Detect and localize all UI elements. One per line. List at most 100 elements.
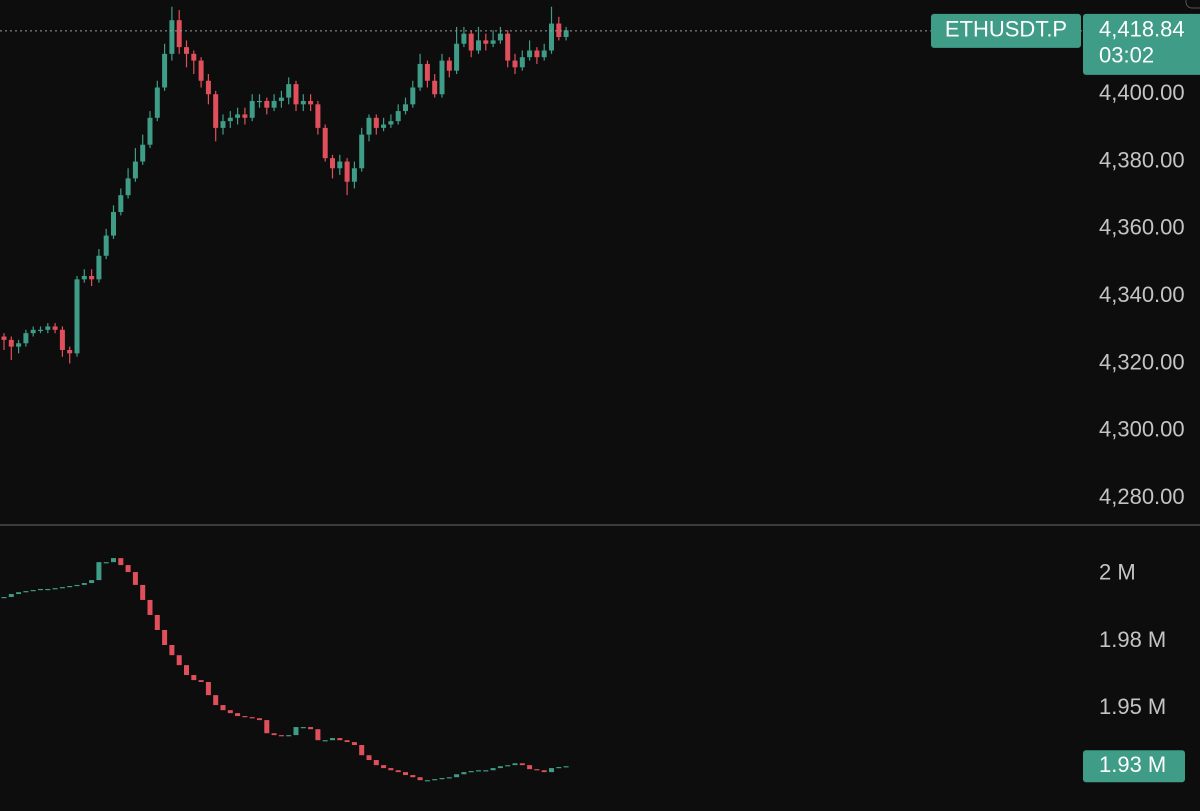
y-tick-label: 4,380.00: [1099, 147, 1185, 172]
candle-body: [497, 33, 503, 41]
candle-body: [454, 774, 460, 778]
y-tick-label: 2 M: [1099, 560, 1136, 585]
candle-body: [147, 117, 153, 145]
y-tick-label: 4,280.00: [1099, 484, 1185, 509]
candle-body: [205, 682, 211, 696]
candle-body: [300, 100, 306, 105]
candle-body: [527, 50, 533, 58]
candle-body: [67, 585, 73, 588]
candle-body: [235, 713, 241, 717]
candle-body: [395, 770, 401, 773]
candle-body: [220, 121, 226, 128]
candle-body: [519, 763, 525, 766]
candle-body: [74, 279, 80, 354]
candle-body: [235, 114, 241, 118]
candle-body: [38, 329, 43, 332]
candle-body: [322, 127, 328, 159]
symbol-label: ETHUSDT.P: [945, 17, 1067, 42]
candle-body: [476, 40, 481, 51]
last-value-badge: [1083, 750, 1185, 783]
candle-body: [337, 738, 343, 741]
candle-body: [351, 742, 357, 746]
candle-body: [191, 53, 197, 61]
candle-body: [89, 275, 95, 280]
candle-body: [381, 765, 387, 769]
candle-body: [505, 765, 511, 767]
candle-body: [111, 212, 116, 236]
candle-body: [381, 124, 387, 128]
candle-body: [227, 117, 233, 122]
candle-body: [249, 100, 255, 118]
candle-body: [59, 329, 65, 350]
y-tick-label: 1.95 M: [1099, 694, 1166, 719]
candle-body: [198, 60, 204, 81]
candle-body: [497, 766, 503, 769]
candle-body: [278, 735, 284, 737]
candle-body: [315, 104, 321, 128]
candle-body: [439, 60, 445, 95]
candle-body: [162, 629, 168, 645]
candle-body: [111, 558, 116, 563]
candle-body: [103, 235, 109, 256]
candle-body: [191, 675, 197, 681]
candle-body: [59, 587, 65, 589]
candle-body: [388, 768, 394, 771]
candle-body: [286, 735, 292, 737]
candle-body: [264, 720, 270, 734]
candle-body: [344, 740, 350, 743]
candle-body: [257, 100, 262, 103]
candle-body: [176, 655, 182, 666]
candle-body: [424, 63, 430, 81]
candle-body: [549, 768, 554, 773]
candle-body: [242, 114, 248, 118]
candle-body: [439, 778, 445, 780]
candle-body: [505, 33, 511, 61]
candle-body: [162, 53, 168, 88]
candle-body: [118, 558, 124, 566]
candle-body: [490, 768, 496, 771]
candle-body: [461, 772, 467, 775]
candle-body: [359, 745, 365, 756]
candle-body: [52, 588, 58, 590]
candle-body: [454, 43, 460, 71]
candle-body: [519, 57, 525, 68]
candle-body: [410, 775, 416, 778]
candle-body: [8, 339, 14, 347]
candle-body: [563, 30, 569, 38]
y-tick-label: 4,300.00: [1099, 417, 1185, 442]
candle-body: [293, 727, 299, 736]
candle-body: [125, 178, 131, 196]
candle-body: [52, 326, 58, 330]
candle-body: [527, 765, 533, 770]
candle-body: [373, 760, 379, 766]
candle-body: [417, 777, 423, 781]
candle-body: [1, 596, 7, 599]
candle-body: [359, 134, 365, 169]
candle-body: [74, 584, 80, 587]
candle-body: [30, 329, 36, 334]
candle-body: [242, 716, 248, 718]
candle-body: [16, 592, 22, 595]
candle-body: [366, 117, 372, 135]
last-value-label: 1.93 M: [1099, 752, 1166, 777]
candle-body: [278, 97, 284, 101]
candle-body: [96, 255, 102, 280]
candle-body: [176, 20, 182, 48]
candle-body: [351, 168, 357, 182]
candle-body: [308, 727, 314, 730]
candle-body: [366, 755, 372, 761]
candle-body: [169, 20, 175, 54]
candle-body: [154, 614, 160, 630]
candle-body: [271, 733, 277, 736]
candle-body: [249, 717, 255, 719]
candle-body: [512, 60, 518, 68]
candle-body: [132, 572, 138, 585]
candle-body: [403, 104, 408, 112]
candle-body: [132, 161, 138, 179]
candle-body: [125, 565, 131, 573]
candle-body: [556, 23, 562, 38]
candle-body: [45, 588, 51, 591]
candle-body: [16, 343, 22, 347]
